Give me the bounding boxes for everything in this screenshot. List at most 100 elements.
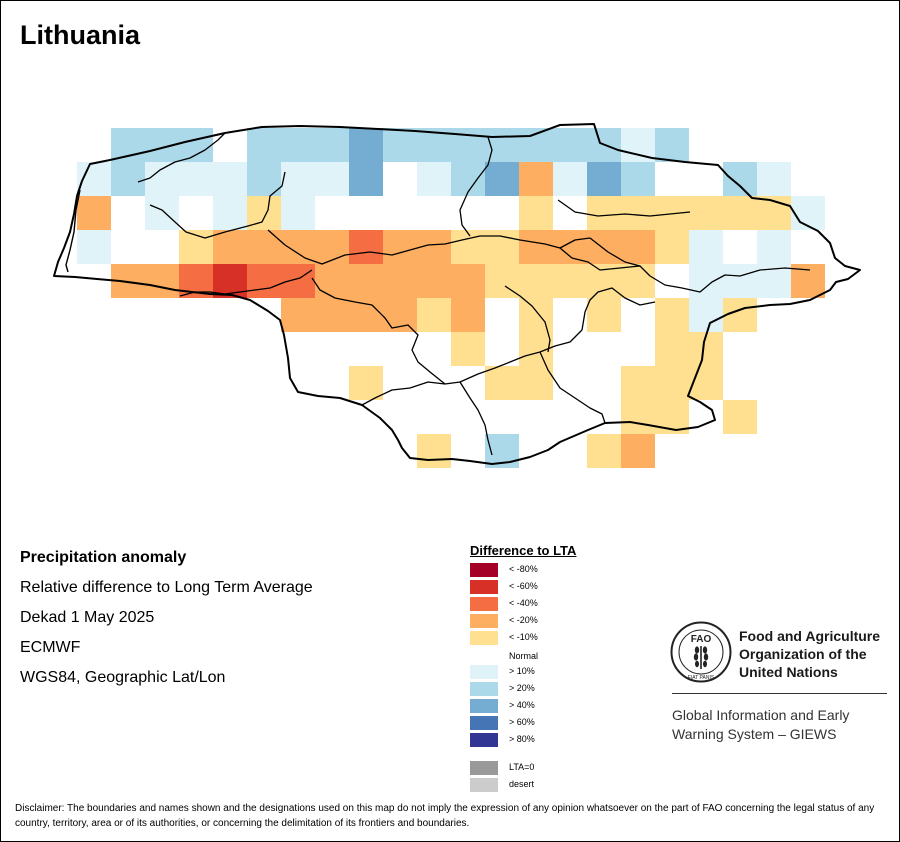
grid-cell [77,196,111,230]
grid-cell [451,298,485,332]
legend-swatch [470,733,498,747]
grid-cell [553,128,587,162]
grid-cell [621,434,655,468]
grid-cell [689,196,723,230]
legend-label: < -10% [509,632,538,642]
grid-cell [349,162,383,196]
grid-cell [655,298,689,332]
grid-cell [281,196,315,230]
district-line [179,269,313,297]
grid-cell [621,230,655,264]
grid-cell [213,230,247,264]
giews-name: Global Information and Early Warning Sys… [672,706,849,744]
legend-swatch [470,699,498,713]
info-title: Precipitation anomaly [20,549,187,566]
info-line-projection: WGS84, Geographic Lat/Lon [20,669,226,686]
grid-cell [519,162,553,196]
grid-cell [349,128,383,162]
district-line [311,277,583,385]
legend-label: > 60% [509,717,535,727]
legend-label: < -20% [509,615,538,625]
grid-cell [383,128,417,162]
legend-swatch [470,614,498,628]
grid-cell [145,264,179,298]
grid-cell [179,162,213,196]
grid-cell [485,264,519,298]
legend-swatch [470,580,498,594]
grid-cell [553,162,587,196]
grid-cell [247,162,281,196]
legend-swatch [470,716,498,730]
legend-label: < -80% [509,564,538,574]
grid-cell [587,434,621,468]
grid-cell [519,366,553,400]
grid-cell [587,162,621,196]
legend-label: > 40% [509,700,535,710]
grid-cell [723,162,757,196]
grid-cell [553,264,587,298]
disclaimer-text: Disclaimer: The boundaries and names sho… [15,803,875,829]
grid-cell [349,298,383,332]
grid-cell [519,298,553,332]
grid-cell [621,400,655,434]
grid-cell [145,196,179,230]
grid-cell [77,230,111,264]
grid-cell [791,196,825,230]
legend-label: < -60% [509,581,538,591]
district-line [149,171,286,239]
admin-boundaries [53,123,861,465]
fao-organization-name: Food and Agriculture Organization of the… [739,627,880,681]
grid-cell [315,128,349,162]
grid-cell [383,230,417,264]
grid-cell [587,298,621,332]
grid-cell [485,366,519,400]
grid-cell [417,162,451,196]
district-line [581,287,656,331]
legend-swatch [470,631,498,645]
legend-swatch [470,778,498,792]
grid-cell [451,230,485,264]
fao-name-line: United Nations [739,664,838,680]
district-line [267,229,591,265]
info-line-description: Relative difference to Long Term Average [20,579,313,596]
grid-cell [689,230,723,264]
grid-cell [723,264,757,298]
grid-cell [213,196,247,230]
grid-cell [655,332,689,366]
grid-cell [519,230,553,264]
grid-cell [485,162,519,196]
fao-name-line: Organization of the [739,646,867,662]
legend-label: > 80% [509,734,535,744]
legend-label: > 20% [509,683,535,693]
legend-swatch [470,665,498,679]
grid-cell [417,298,451,332]
grid-cell [315,264,349,298]
grid-cell [451,264,485,298]
grid-cell [349,264,383,298]
grid-cell [621,162,655,196]
grid-cell [723,196,757,230]
grid-cell [621,366,655,400]
grid-cell [383,264,417,298]
grid-cell [757,230,791,264]
grid-cell [689,298,723,332]
grid-cell [519,264,553,298]
grid-cell [213,162,247,196]
grid-cell [247,230,281,264]
legend-title: Difference to LTA [470,543,577,558]
giews-name-line: Warning System – GIEWS [672,726,837,742]
org-divider [672,693,887,694]
grid-cell [281,128,315,162]
grid-cell [723,298,757,332]
grid-cell [655,230,689,264]
grid-cell [519,196,553,230]
grid-cell [179,128,213,162]
info-line-source: ECMWF [20,639,81,656]
district-line [504,285,551,353]
grid-cell [621,196,655,230]
fao-name-line: Food and Agriculture [739,628,881,644]
grid-cell [757,162,791,196]
grid-cell [247,128,281,162]
legend-label: LTA=0 [509,762,535,772]
